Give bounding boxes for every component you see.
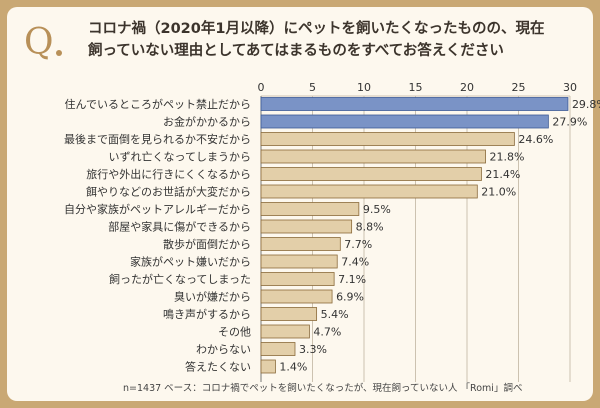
category-label: 散歩が面倒だから [163, 237, 251, 251]
bar [260, 167, 482, 181]
bar [260, 324, 310, 339]
data-label: 9.5% [363, 203, 391, 216]
category-label: 臭いが嫌だから [174, 290, 251, 304]
bar [260, 342, 296, 356]
data-label: 21.0% [481, 186, 516, 199]
data-label: 6.9% [336, 291, 364, 304]
data-label: 24.6% [518, 133, 553, 146]
q-dot-icon [56, 50, 62, 56]
q-mark: Q [24, 22, 54, 63]
data-label: 21.8% [490, 151, 525, 164]
data-label: 21.4% [485, 168, 520, 181]
category-label: 住んでいるところがペット禁止だから [65, 97, 251, 111]
question-title: コロナ禍（2020年1月以降）にペットを飼いたくなったものの、現在 飼っていない… [88, 18, 568, 62]
x-tick-label: 10 [357, 81, 371, 94]
category-label: お金がかかるから [163, 115, 251, 129]
bar [260, 272, 335, 286]
category-label: 家族がペット嫌いだから [130, 255, 251, 269]
bar [260, 359, 276, 374]
bar [260, 184, 478, 199]
question-line-1: コロナ禍（2020年1月以降）にペットを飼いたくなったものの、現在 [88, 21, 545, 37]
data-label: 5.4% [321, 308, 349, 321]
category-label: わからない [196, 343, 251, 356]
data-label: 4.7% [313, 326, 341, 339]
footer-note: n=1437 ベース：コロナ禍でペットを飼いたくなったが、現在飼っていない人 「… [123, 383, 523, 394]
x-tick-label: 30 [563, 81, 577, 94]
category-label: 餌やりなどのお世話が大変だから [86, 185, 251, 199]
category-label: 答えたくない [185, 360, 251, 374]
bar [260, 97, 569, 111]
category-label: 自分や家族がペットアレルギーだから [64, 202, 251, 216]
data-label: 8.8% [356, 221, 384, 234]
data-label: 1.4% [279, 361, 307, 374]
x-tick-label: 15 [409, 81, 423, 94]
x-tick-label: 20 [460, 81, 474, 94]
x-tick-label: 25 [512, 81, 526, 94]
data-label: 7.1% [338, 273, 366, 286]
bar [260, 132, 515, 146]
data-label: 29.8% [572, 98, 600, 111]
data-label: 7.4% [341, 256, 369, 269]
bar [260, 114, 549, 129]
x-tick-label: 0 [258, 81, 265, 94]
data-label: 3.3% [299, 343, 327, 356]
category-label: 旅行や外出に行きにくくなるから [86, 167, 251, 181]
bar [260, 307, 318, 321]
bar [260, 254, 338, 269]
category-label: 鳴き声がするから [163, 307, 251, 321]
data-label: 27.9% [552, 116, 587, 129]
bar [260, 219, 353, 234]
bar [260, 202, 360, 216]
category-label: 最後まで面倒を見られるか不安だから [64, 132, 251, 146]
category-label: 飼ったが亡くなってしまった [109, 272, 251, 286]
bar [260, 149, 486, 164]
bar [260, 237, 341, 251]
x-tick-label: 5 [309, 81, 316, 94]
data-label: 7.7% [344, 238, 372, 251]
question-line-2: 飼っていない理由としてあてはまるものをすべてお答えください [88, 43, 504, 59]
category-label: その他 [218, 326, 251, 339]
category-label: いずれ亡くなってしまうから [109, 150, 251, 164]
category-label: 部屋や家具に傷ができるから [108, 220, 251, 234]
bar [260, 289, 333, 304]
